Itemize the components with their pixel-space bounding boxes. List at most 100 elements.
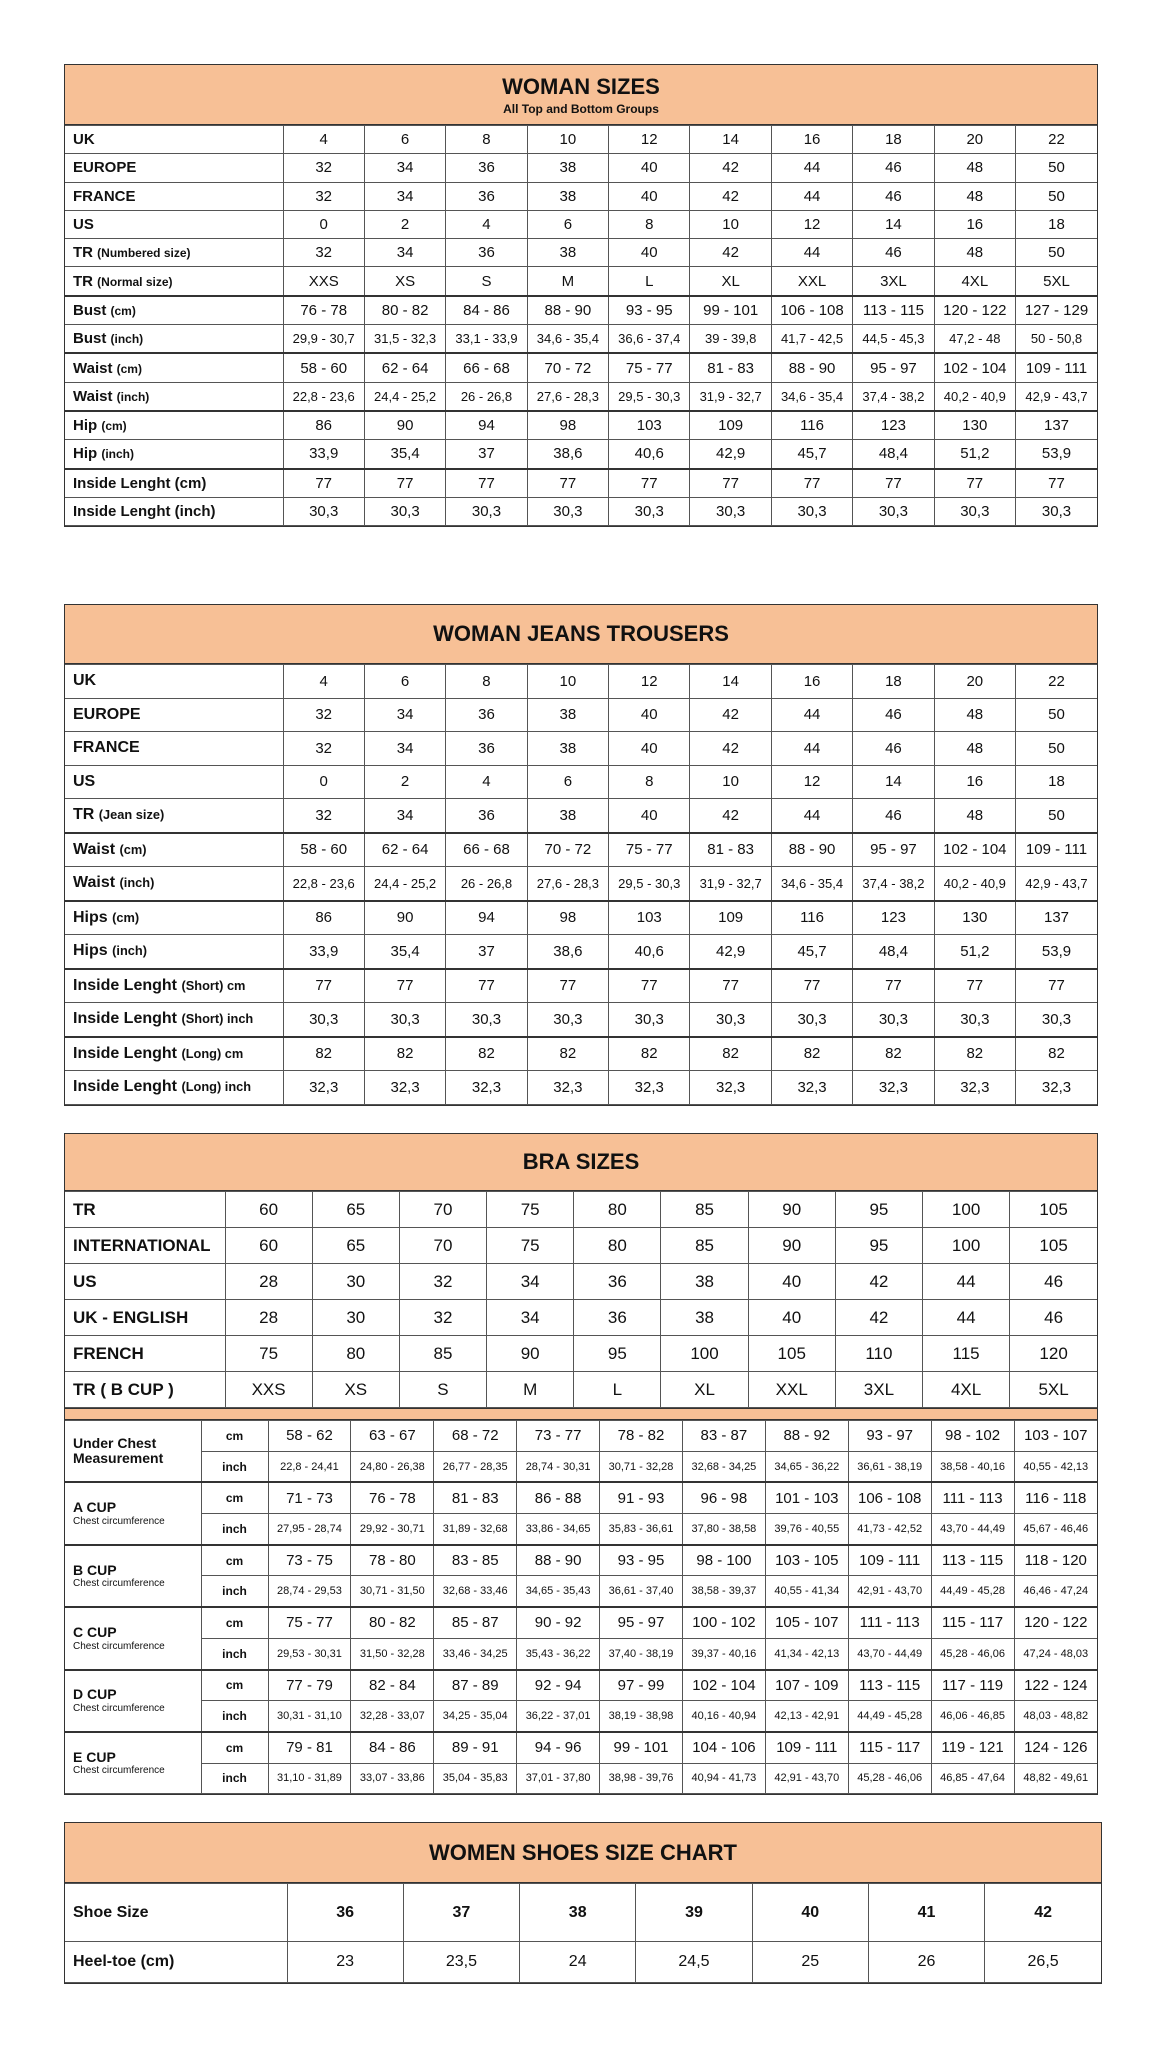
table-cell: 46 <box>852 238 935 268</box>
table-row: INTERNATIONAL 60 65 70 75 80 85 90 95 100 105 <box>65 1227 1097 1264</box>
table-row: inch 29,53 - 30,31 31,50 - 32,28 33,46 - 34… <box>65 1637 1097 1671</box>
table-cell: 6 <box>526 764 610 799</box>
measurement-label: A CUP Chest circumference <box>65 1481 202 1546</box>
table-cell: 48,03 - 48,82 <box>1013 1700 1097 1733</box>
table-cell: 34 <box>363 181 447 211</box>
table-cell: 39 <box>635 1883 753 1942</box>
table-cell: 66 - 68 <box>445 352 528 383</box>
table-cell: 40,2 - 40,9 <box>933 866 1017 901</box>
table-cell: 32 <box>282 181 365 211</box>
table-cell: 111 - 113 <box>930 1481 1015 1515</box>
table-cell: 6 <box>526 209 610 240</box>
table-cell: 82 <box>526 1035 610 1071</box>
table-cell: 104 - 106 <box>681 1730 766 1764</box>
table-cell: 40 <box>608 731 691 766</box>
table-cell: 32,3 <box>445 1070 528 1105</box>
table-cell: 86 <box>282 899 365 935</box>
row-label-unit: (cm) <box>116 361 142 376</box>
table-cell: 26 - 26,8 <box>445 866 528 901</box>
table-cell: 77 <box>852 967 935 1003</box>
row-label: Inside Lenght (inch) <box>65 496 284 527</box>
table-cell: XXS <box>282 266 365 297</box>
row-label: US <box>65 1263 226 1300</box>
table-cell: 14 <box>852 764 935 799</box>
table-cell: 109 <box>689 899 772 935</box>
table-cell: 95 - 97 <box>852 352 935 383</box>
table-cell: 16 <box>933 764 1017 799</box>
table-cell: 29,9 - 30,7 <box>282 324 365 354</box>
table-cell: 27,6 - 28,3 <box>526 866 610 901</box>
unit-inch: inch <box>201 1762 269 1795</box>
row-label: UK <box>65 664 284 699</box>
table-cell: 33,9 <box>282 934 365 969</box>
measurement-label: D CUP Chest circumference <box>65 1668 202 1733</box>
row-label: Hips (inch) <box>65 934 284 969</box>
table-cell: 35,43 - 36,22 <box>516 1637 601 1671</box>
table-cell: 32 <box>282 798 365 833</box>
table-cell: 75 - 77 <box>608 831 691 867</box>
table-cell: 123 <box>852 899 935 935</box>
table-cell: 95 - 97 <box>852 831 935 867</box>
table-cell: 30,3 <box>363 496 447 527</box>
row-label: EUROPE <box>65 697 284 732</box>
table-cell: 44 <box>770 181 854 211</box>
table-cell: 38,58 - 39,37 <box>681 1575 766 1608</box>
table-cell: 90 - 92 <box>516 1606 601 1639</box>
table-cell: 30,71 - 31,50 <box>350 1575 435 1608</box>
table-cell: 97 - 99 <box>599 1668 683 1702</box>
table-cell: 88 - 90 <box>770 352 854 383</box>
table-cell: 80 <box>311 1335 400 1372</box>
table-cell: 46 <box>852 153 935 183</box>
table-cell: 30,3 <box>933 496 1017 527</box>
table-cell: 42 <box>689 181 772 211</box>
table-row: inch 27,95 - 28,74 29,92 - 30,71 31,89 - 32… <box>65 1513 1097 1546</box>
row-label-text: Waist <box>73 387 113 405</box>
table-cell: 85 <box>660 1191 749 1228</box>
table-cell: 53,9 <box>1015 439 1097 470</box>
table-cell: 38,6 <box>526 934 610 969</box>
table-cell: 24,80 - 26,38 <box>350 1450 435 1483</box>
table-cell: 22,8 - 23,6 <box>282 866 365 901</box>
table-cell: 32,3 <box>933 1070 1017 1105</box>
table-cell: 30,3 <box>852 496 935 527</box>
table-cell: 18 <box>852 124 935 155</box>
unit-cm: cm <box>200 1543 269 1577</box>
table-cell: 80 - 82 <box>350 1606 435 1639</box>
table-row: Bust (cm) 76 - 78 80 - 82 84 - 86 88 - 90 93 … <box>65 294 1097 326</box>
table-cell: 24,5 <box>635 1941 753 1983</box>
table-cell: 42,9 - 43,7 <box>1015 866 1097 901</box>
table-cell: 87 - 89 <box>433 1668 518 1702</box>
table-cell: S <box>398 1371 488 1408</box>
row-label: Waist (cm) <box>65 831 284 867</box>
measurement-sublabel: Chest circumference <box>73 1578 165 1590</box>
woman-sizes-grid: UK 4 6 8 10 12 14 16 18 20 22 EUROPE 32 34 36 38 40 42 44 4… <box>65 124 1097 527</box>
table-row: Inside Lenght (Long) inch 32,3 32,3 32,3 32,… <box>65 1070 1097 1105</box>
table-cell: 38 <box>526 697 610 732</box>
table-cell: 22,8 - 24,41 <box>267 1450 352 1483</box>
table-cell: 30,3 <box>770 1002 854 1037</box>
table-cell: 42,91 - 43,70 <box>764 1762 849 1795</box>
table-cell: 45,7 <box>770 439 854 470</box>
table-cell: 40,6 <box>608 439 691 470</box>
table-row: EUROPE 32 34 36 38 40 42 44 46 48 50 <box>65 697 1097 732</box>
table-cell: 43,70 - 44,49 <box>930 1513 1015 1546</box>
table-cell: 95 <box>573 1335 662 1372</box>
measurement-sublabel: Chest circumference <box>73 1702 165 1714</box>
row-label-unit: (cm) <box>110 303 136 318</box>
table-cell: 50 <box>1015 731 1097 766</box>
table-cell: 46 <box>852 731 935 766</box>
table-cell: 26 - 26,8 <box>445 381 528 412</box>
table-row: Hip (cm) 86 90 94 98 103 109 116 123 130 137 <box>65 409 1097 441</box>
table-cell: 24 <box>519 1941 637 1983</box>
row-label-text: TR <box>73 244 93 262</box>
table-cell: 30,3 <box>1015 1002 1097 1037</box>
table-cell: 62 - 64 <box>363 831 447 867</box>
table-cell: 109 - 111 <box>847 1543 932 1577</box>
table-cell: 38 <box>526 238 610 268</box>
table-cell: 90 <box>747 1191 836 1228</box>
table-cell: 32 <box>282 731 365 766</box>
table-row: Hips (inch) 33,9 35,4 37 38,6 40,6 42,9 45,7 48,… <box>65 934 1097 969</box>
row-label-text: Hips <box>73 942 108 960</box>
table-cell: 30 <box>311 1299 400 1336</box>
row-label-text: UK - ENGLISH <box>73 1307 189 1327</box>
